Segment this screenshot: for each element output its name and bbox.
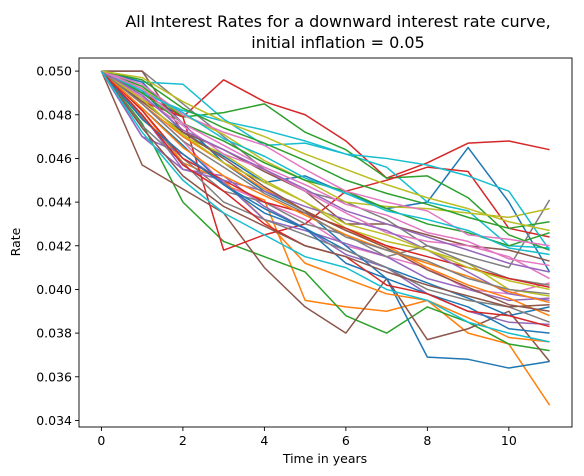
y-axis-label: Rate [8,227,23,256]
x-tick-label: 2 [179,433,187,448]
series-line-8 [101,70,551,269]
series-line-1 [101,70,551,273]
series-line-6 [100,70,551,362]
series-line-13 [101,70,550,251]
series-line-11 [101,70,550,369]
y-tick-label: 0.050 [36,64,72,79]
y-tick-label: 0.048 [36,107,72,122]
series-line-33 [101,70,550,230]
plot-frame [78,57,573,428]
chart-title-line-2: initial inflation = 0.05 [251,33,424,52]
series-line-5 [100,70,550,326]
y-tick-label: 0.034 [36,413,72,428]
y-tick-label: 0.040 [36,282,72,297]
series-line-26 [100,70,550,313]
series-line-36 [100,70,550,308]
series-line-38 [100,70,550,295]
y-tick-label: 0.046 [36,151,72,166]
series-line-35 [101,70,550,273]
chart-title-line-1: All Interest Rates for a downward intere… [125,12,550,31]
x-axis: 0 2 4 6 8 10 [97,427,517,448]
x-tick-label: 4 [260,433,268,448]
series-line-37 [101,70,550,267]
series-line-40 [100,70,550,343]
series-line-39 [101,70,550,232]
x-axis-label: Time in years [282,451,367,466]
x-tick-label: 6 [342,433,350,448]
series-line-29 [100,70,550,291]
series-line-30 [101,70,550,256]
series-line-10 [101,70,550,249]
series-line-16 [101,70,550,262]
x-tick-label: 8 [423,433,431,448]
y-axis: 0.034 0.036 0.038 0.040 0.042 0.044 0.046 0.048… [36,64,79,428]
y-tick-label: 0.036 [36,369,72,384]
series-line-12 [100,70,550,343]
y-tick-label: 0.044 [36,195,72,210]
series-layer [100,70,551,406]
x-tick-label: 10 [501,433,517,448]
series-line-20 [101,70,551,251]
series-line-4 [101,70,550,179]
y-tick-label: 0.042 [36,238,72,253]
series-line-31 [100,70,550,334]
y-tick-label: 0.038 [36,326,72,341]
x-tick-label: 0 [97,433,105,448]
series-line-9 [101,70,550,297]
series-line-17 [101,70,550,280]
